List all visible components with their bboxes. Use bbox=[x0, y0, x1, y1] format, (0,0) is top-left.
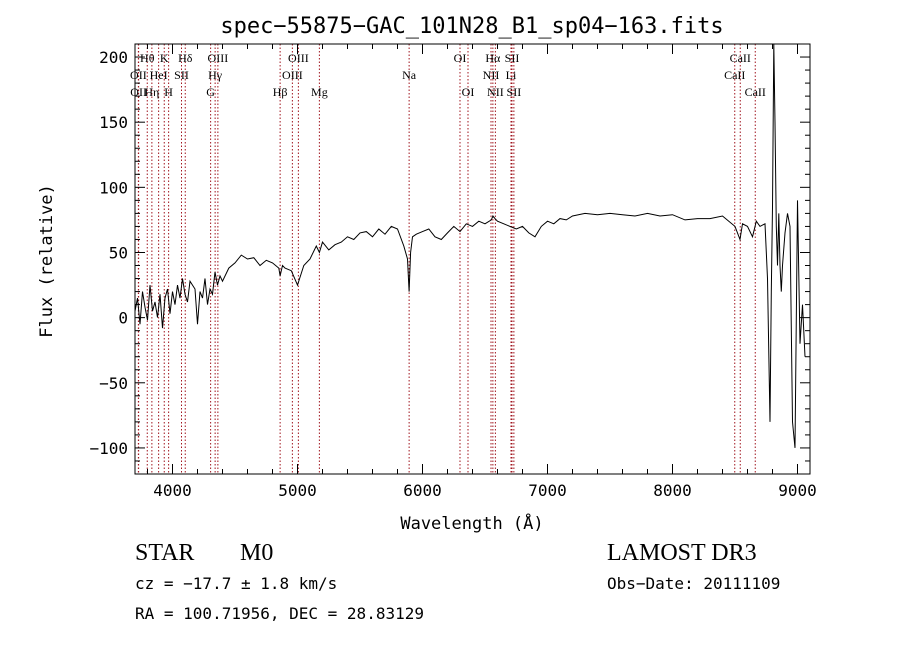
y-tick-label: −50 bbox=[99, 374, 128, 393]
line-annotation: Hα bbox=[485, 51, 501, 65]
line-annotation: Na bbox=[402, 68, 417, 82]
line-annotation: Hη bbox=[144, 85, 159, 99]
line-annotation: OIII bbox=[282, 68, 303, 82]
plot-frame bbox=[134, 43, 811, 475]
line-annotation: G bbox=[206, 85, 215, 99]
x-tick-label: 7000 bbox=[528, 481, 567, 500]
flux-series-line bbox=[135, 44, 806, 448]
x-tick-label: 8000 bbox=[653, 481, 692, 500]
redshift-text: cz = −17.7 ± 1.8 km/s bbox=[135, 574, 338, 593]
line-annotation: HeI bbox=[150, 68, 168, 82]
line-annotation: Mg bbox=[311, 85, 328, 99]
line-annotation: OI bbox=[462, 85, 475, 99]
y-axis-ticks: −100 −50 0 50 100 150 200 bbox=[89, 48, 810, 462]
y-tick-label: 150 bbox=[99, 113, 128, 132]
line-annotation: OIII bbox=[208, 51, 229, 65]
chart-title: spec−55875−GAC_101N28_B1_sp04−163.fits bbox=[220, 14, 723, 39]
line-annotation: K bbox=[160, 51, 169, 65]
line-annotation: Hδ bbox=[178, 51, 193, 65]
line-annotation: SII bbox=[507, 85, 522, 99]
subclass: M0 bbox=[240, 540, 274, 566]
y-tick-label: −100 bbox=[89, 439, 128, 458]
survey-name: LAMOST DR3 bbox=[607, 540, 757, 566]
line-annotation: SII bbox=[174, 68, 189, 82]
x-axis-label: Wavelength (Å) bbox=[400, 512, 543, 534]
obs-date: Obs−Date: 20111109 bbox=[607, 574, 781, 593]
x-tick-label: 5000 bbox=[278, 481, 317, 500]
line-annotation: CaII bbox=[730, 51, 751, 65]
line-annotation: NII bbox=[487, 85, 504, 99]
line-annotation: OII bbox=[130, 85, 147, 99]
line-annotation: CaII bbox=[724, 68, 745, 82]
line-annotation: H bbox=[164, 85, 173, 99]
line-markers bbox=[137, 44, 756, 474]
x-tick-label: 9000 bbox=[778, 481, 817, 500]
x-tick-label: 6000 bbox=[403, 481, 442, 500]
line-annotation: Hγ bbox=[208, 68, 223, 82]
x-tick-label: 4000 bbox=[153, 481, 192, 500]
line-annotation: OI bbox=[454, 51, 467, 65]
y-tick-label: 0 bbox=[118, 309, 128, 328]
line-annotation: OII bbox=[130, 68, 147, 82]
flux-series-group bbox=[135, 44, 806, 448]
y-tick-label: 100 bbox=[99, 178, 128, 197]
y-tick-label: 50 bbox=[109, 243, 128, 262]
x-axis-ticks: 4000 5000 6000 7000 8000 9000 bbox=[147, 44, 817, 500]
line-annotation: OIII bbox=[288, 51, 309, 65]
spectrum-chart: spec−55875−GAC_101N28_B1_sp04−163.fits H… bbox=[37, 14, 817, 534]
coordinates: RA = 100.71956, DEC = 28.83129 bbox=[135, 604, 424, 623]
line-annotation: SII bbox=[505, 51, 520, 65]
object-class: STAR bbox=[135, 540, 195, 566]
line-annotation: Hβ bbox=[273, 85, 288, 99]
y-tick-label: 200 bbox=[99, 48, 128, 67]
y-axis-label: Flux (relative) bbox=[37, 184, 57, 338]
line-annotation: Hθ bbox=[140, 51, 155, 65]
line-annotation: NII bbox=[483, 68, 500, 82]
line-annotation: CaII bbox=[745, 85, 766, 99]
line-annotation: Li bbox=[506, 68, 517, 82]
